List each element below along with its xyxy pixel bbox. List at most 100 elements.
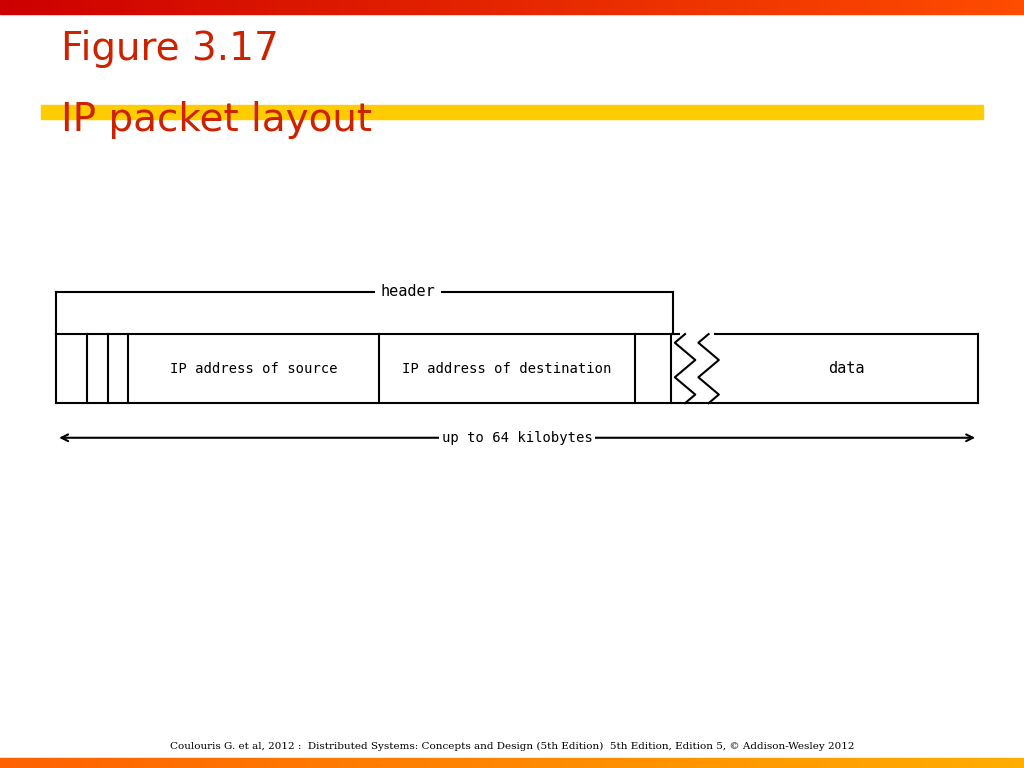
Bar [963, 0, 973, 14]
Bar [481, 758, 492, 768]
Bar [430, 0, 440, 14]
Bar [61, 758, 72, 768]
Bar [502, 0, 512, 14]
Bar [870, 0, 881, 14]
Bar [737, 758, 748, 768]
Bar [51, 758, 61, 768]
Bar [236, 758, 246, 768]
Bar [932, 758, 942, 768]
Bar [573, 0, 584, 14]
Bar [707, 758, 717, 768]
Bar [799, 758, 809, 768]
Bar [1004, 0, 1014, 14]
Bar [737, 0, 748, 14]
Text: Figure 3.17: Figure 3.17 [61, 30, 280, 68]
Bar [563, 0, 573, 14]
Bar [604, 758, 614, 768]
Bar [645, 0, 655, 14]
Bar [522, 758, 532, 768]
Bar [901, 758, 911, 768]
Bar [881, 0, 891, 14]
Bar [881, 758, 891, 768]
Bar [727, 0, 737, 14]
Bar [799, 0, 809, 14]
Bar [215, 758, 225, 768]
Bar [717, 758, 727, 768]
Bar [317, 758, 328, 768]
Bar [143, 758, 154, 768]
Bar [655, 0, 666, 14]
Bar [512, 758, 522, 768]
Bar [123, 758, 133, 768]
Bar [973, 758, 983, 768]
Bar [748, 0, 758, 14]
Bar [768, 0, 778, 14]
Bar [625, 0, 635, 14]
Bar [461, 758, 471, 768]
Bar [492, 0, 502, 14]
Bar [420, 758, 430, 768]
Bar [686, 758, 696, 768]
Bar [973, 0, 983, 14]
Bar [133, 758, 143, 768]
Bar [942, 0, 952, 14]
Bar [471, 758, 481, 768]
Text: data: data [828, 361, 864, 376]
Bar [963, 758, 973, 768]
Bar [1004, 758, 1014, 768]
Bar [932, 0, 942, 14]
Bar [840, 0, 850, 14]
Bar [911, 0, 922, 14]
Bar [809, 0, 819, 14]
Bar [266, 0, 276, 14]
Bar [614, 758, 625, 768]
Bar [307, 758, 317, 768]
Bar [440, 0, 451, 14]
Bar [389, 0, 399, 14]
Bar [31, 758, 41, 768]
Bar [399, 0, 410, 14]
Bar [563, 758, 573, 768]
Bar [133, 0, 143, 14]
Bar [276, 758, 287, 768]
Bar [471, 0, 481, 14]
Bar [512, 0, 522, 14]
Bar [266, 758, 276, 768]
Bar [154, 758, 164, 768]
Bar [594, 0, 604, 14]
Bar [389, 758, 399, 768]
Bar [829, 0, 840, 14]
Bar [676, 758, 686, 768]
Bar [584, 758, 594, 768]
Bar [891, 0, 901, 14]
Bar [584, 0, 594, 14]
Bar [922, 758, 932, 768]
Bar [983, 758, 993, 768]
Bar [184, 0, 195, 14]
Bar [102, 0, 113, 14]
Bar [174, 758, 184, 768]
Bar [61, 0, 72, 14]
Bar [492, 758, 502, 768]
Bar [696, 0, 707, 14]
Bar [195, 758, 205, 768]
Bar [788, 758, 799, 768]
Bar [399, 758, 410, 768]
Bar [174, 0, 184, 14]
Bar [819, 0, 829, 14]
Bar [0, 758, 10, 768]
Bar [184, 758, 195, 768]
Bar [143, 0, 154, 14]
Bar [348, 0, 358, 14]
Bar [942, 758, 952, 768]
Bar [410, 758, 420, 768]
Bar [379, 758, 389, 768]
Bar [676, 0, 686, 14]
Bar [829, 758, 840, 768]
Bar [666, 758, 676, 768]
Bar [51, 0, 61, 14]
Bar [553, 0, 563, 14]
Bar [338, 0, 348, 14]
Bar [543, 758, 553, 768]
Bar [1014, 758, 1024, 768]
